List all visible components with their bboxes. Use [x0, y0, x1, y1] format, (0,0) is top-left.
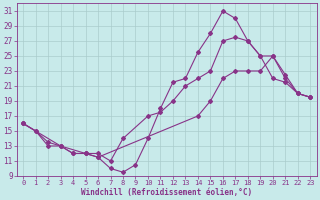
X-axis label: Windchill (Refroidissement éolien,°C): Windchill (Refroidissement éolien,°C)	[81, 188, 252, 197]
